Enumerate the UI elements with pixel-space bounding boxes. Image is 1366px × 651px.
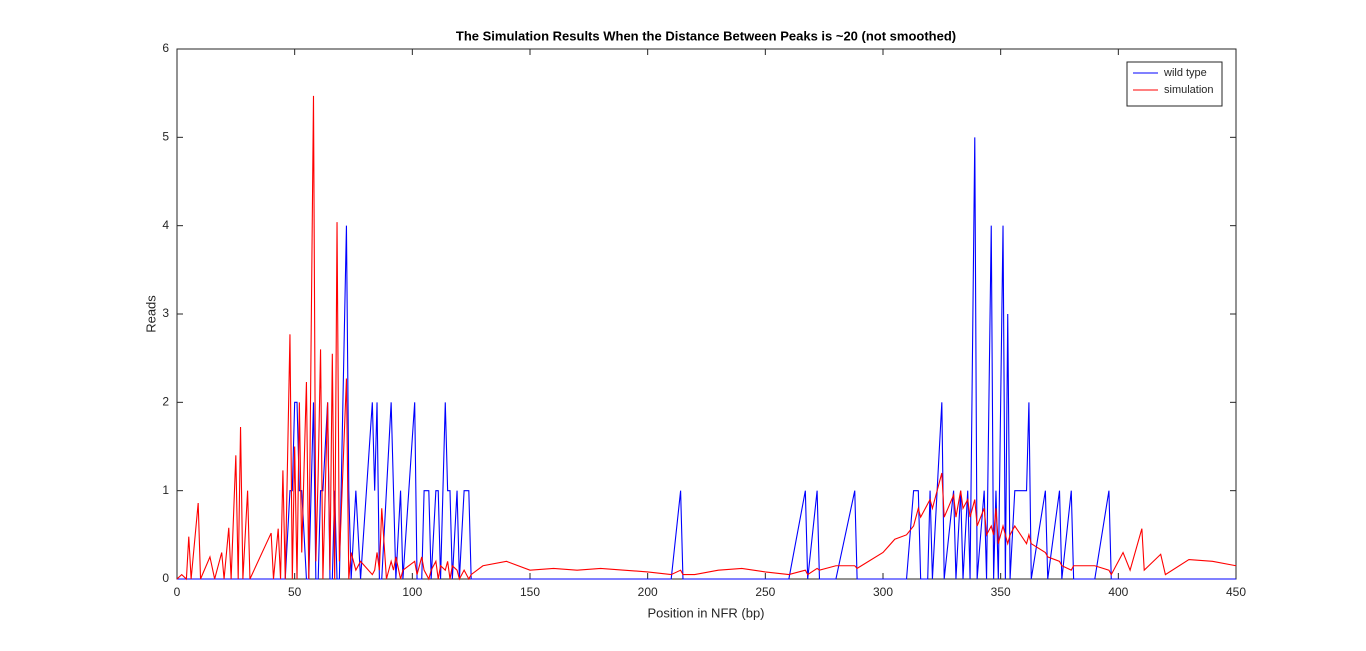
- x-tick-label: 50: [288, 585, 302, 599]
- x-tick-label: 450: [1226, 585, 1246, 599]
- legend-box: [1126, 61, 1223, 107]
- chart-title: The Simulation Results When the Distance…: [456, 28, 956, 43]
- x-tick-label: 0: [174, 585, 181, 599]
- legend-label: wild type: [1163, 67, 1207, 79]
- x-tick-label: 200: [638, 585, 658, 599]
- y-tick-label: 0: [162, 571, 169, 585]
- y-tick-label: 1: [162, 483, 169, 497]
- x-tick-label: 100: [402, 585, 422, 599]
- y-tick-label: 3: [162, 306, 169, 320]
- x-tick-label: 350: [991, 585, 1011, 599]
- y-tick-label: 5: [162, 130, 169, 144]
- x-tick-label: 400: [1108, 585, 1128, 599]
- series-line: [177, 137, 1236, 580]
- y-tick-label: 2: [162, 395, 169, 409]
- x-axis-label: Position in NFR (bp): [647, 605, 764, 620]
- plot-box: [176, 48, 1237, 580]
- legend-label: simulation: [1164, 84, 1214, 96]
- x-tick-label: 250: [755, 585, 775, 599]
- y-tick-label: 6: [162, 41, 169, 55]
- y-axis-label: Reads: [143, 295, 158, 333]
- series-line: [176, 95, 1237, 581]
- y-tick-label: 4: [162, 218, 169, 232]
- x-tick-label: 150: [520, 585, 540, 599]
- x-tick-label: 300: [873, 585, 893, 599]
